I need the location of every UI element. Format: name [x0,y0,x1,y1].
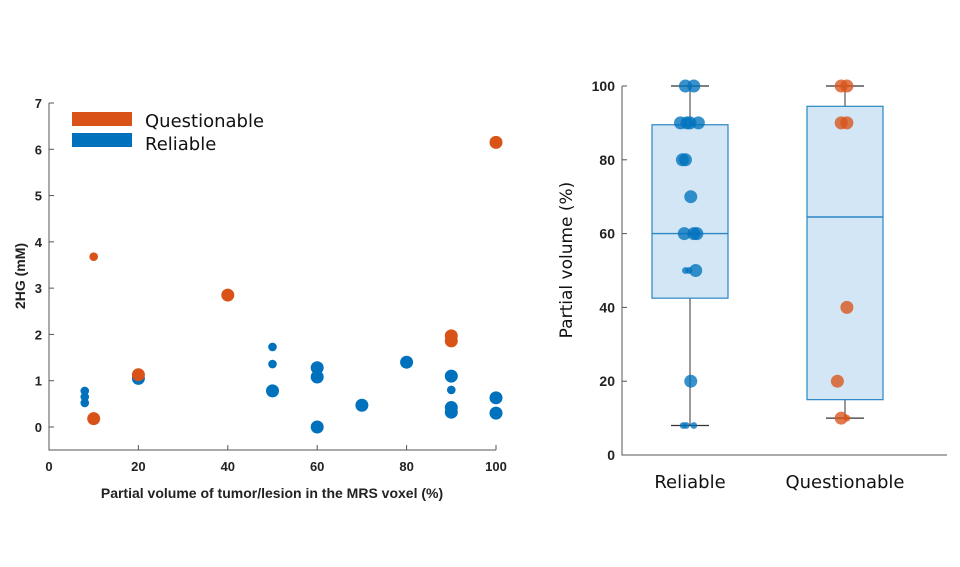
box-point-reliable [690,422,698,429]
scatter-point-reliable [80,392,90,402]
box-point-questionable [843,414,851,422]
scatter-legend: Questionable Reliable [72,111,264,155]
box-point-questionable [830,374,844,388]
scatter-point-reliable [444,369,458,383]
scatter-x-tick-label: 100 [485,459,507,474]
scatter-y-axis-label: 2HG (mM) [12,243,28,309]
box-point-reliable [684,190,698,204]
scatter-y-tick-label: 3 [35,281,42,296]
box-point-questionable [834,411,848,425]
scatter-y-tick-label: 7 [35,96,42,111]
scatter-x-tick-label: 60 [310,459,324,474]
box-point-reliable [678,153,692,167]
box-point-questionable [840,116,854,130]
scatter-x-tick-label: 40 [221,459,235,474]
scatter-x-axis-label: Partial volume of tumor/lesion in the MR… [101,485,443,501]
box-y-tick-label: 40 [599,299,615,315]
scatter-point-reliable [447,385,456,395]
scatter-point-questionable [444,334,458,348]
scatter-point-reliable [310,361,324,375]
box-point-reliable [684,374,698,388]
scatter-point-questionable [221,288,235,302]
scatter-chart: 0 1 2 3 4 5 6 7 0 20 40 60 80 100 Partial volume of … [12,96,507,501]
scatter-point-reliable [355,398,369,412]
box-point-reliable [689,264,703,277]
scatter-point-questionable [87,412,101,426]
scatter-point-reliable [310,420,324,434]
scatter-y-tick-label: 4 [35,235,43,250]
scatter-axes [48,103,496,451]
legend-label-questionable: Questionable [145,111,264,132]
scatter-y-tick-label: 1 [35,374,42,389]
box-point-reliable [690,227,704,241]
box-body [806,105,884,401]
box-y-tick-label: 60 [599,226,615,242]
scatter-x-tick-label: 20 [131,459,145,474]
box-point-reliable [677,227,691,241]
box-point-reliable [682,422,690,429]
box-chart: 0 20 40 60 80 100 Partial volume (%) Reliable… [557,78,947,493]
box-point-reliable [687,79,701,93]
scatter-point-reliable [80,386,90,396]
box-y-axis-label: Partial volume (%) [557,182,577,339]
scatter-point-reliable [266,384,279,398]
legend-swatch-questionable [72,112,132,126]
scatter-point-reliable [489,406,503,420]
box-questionable [806,79,884,425]
box-y-tick-label: 80 [599,152,615,168]
scatter-point-reliable [444,405,458,419]
scatter-x-tick-label: 0 [45,459,52,474]
scatter-point-questionable [489,135,503,149]
scatter-y-tick-label: 0 [35,420,42,435]
legend-label-reliable: Reliable [145,134,216,155]
scatter-y-tick-label: 5 [35,189,42,204]
scatter-point-reliable [80,398,90,408]
box-reliable [651,79,729,429]
box-point-questionable [840,79,854,93]
box-y-tick-label: 0 [607,447,615,463]
box-y-tick-label: 20 [599,373,615,389]
box-category-label: Reliable [654,472,725,493]
scatter-x-tick-label: 80 [399,459,413,474]
box-point-questionable [840,300,854,314]
scatter-y-tick-label: 6 [35,142,42,157]
box-point-reliable [691,116,705,130]
scatter-y-tick-label: 2 [35,327,42,342]
scatter-point-reliable [400,355,414,369]
scatter-point-reliable [268,359,277,369]
scatter-point-reliable [268,342,277,352]
scatter-point-questionable [131,368,145,382]
scatter-point-questionable [89,252,98,261]
legend-swatch-reliable [72,133,132,147]
box-category-label: Questionable [785,472,904,493]
scatter-point-reliable [489,391,503,405]
box-y-tick-label: 100 [592,78,616,94]
scatter-point-reliable [310,370,324,384]
